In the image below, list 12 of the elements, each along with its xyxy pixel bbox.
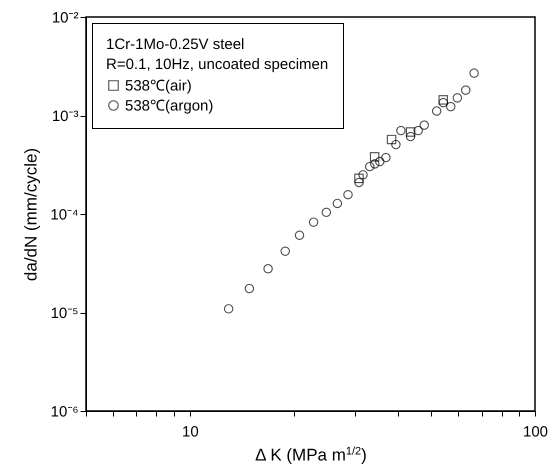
x-axis-title: Δ K (MPa m$^{1/2}$) (255, 446, 367, 464)
x-tick-label: 100 (522, 424, 548, 440)
legend-title: 1Cr-1Mo-0.25V steel R=0.1, 10Hz, uncoated specimen (106, 36, 328, 73)
y-tick-label: 10⁻³ (52, 108, 78, 125)
y-tick-label: 10⁻⁶ (50, 404, 78, 420)
y-tick-label: 10⁻⁵ (50, 305, 78, 322)
x-tick-label: 10 (182, 424, 199, 440)
y-tick-label: 10⁻⁴ (50, 206, 78, 224)
y-tick-label: 10⁻² (52, 10, 78, 26)
legend-label: 538℃(air) (125, 78, 192, 94)
legend-label: 538℃(argon) (125, 98, 214, 114)
y-axis-title: da/dN (mm/cycle) (21, 148, 40, 282)
